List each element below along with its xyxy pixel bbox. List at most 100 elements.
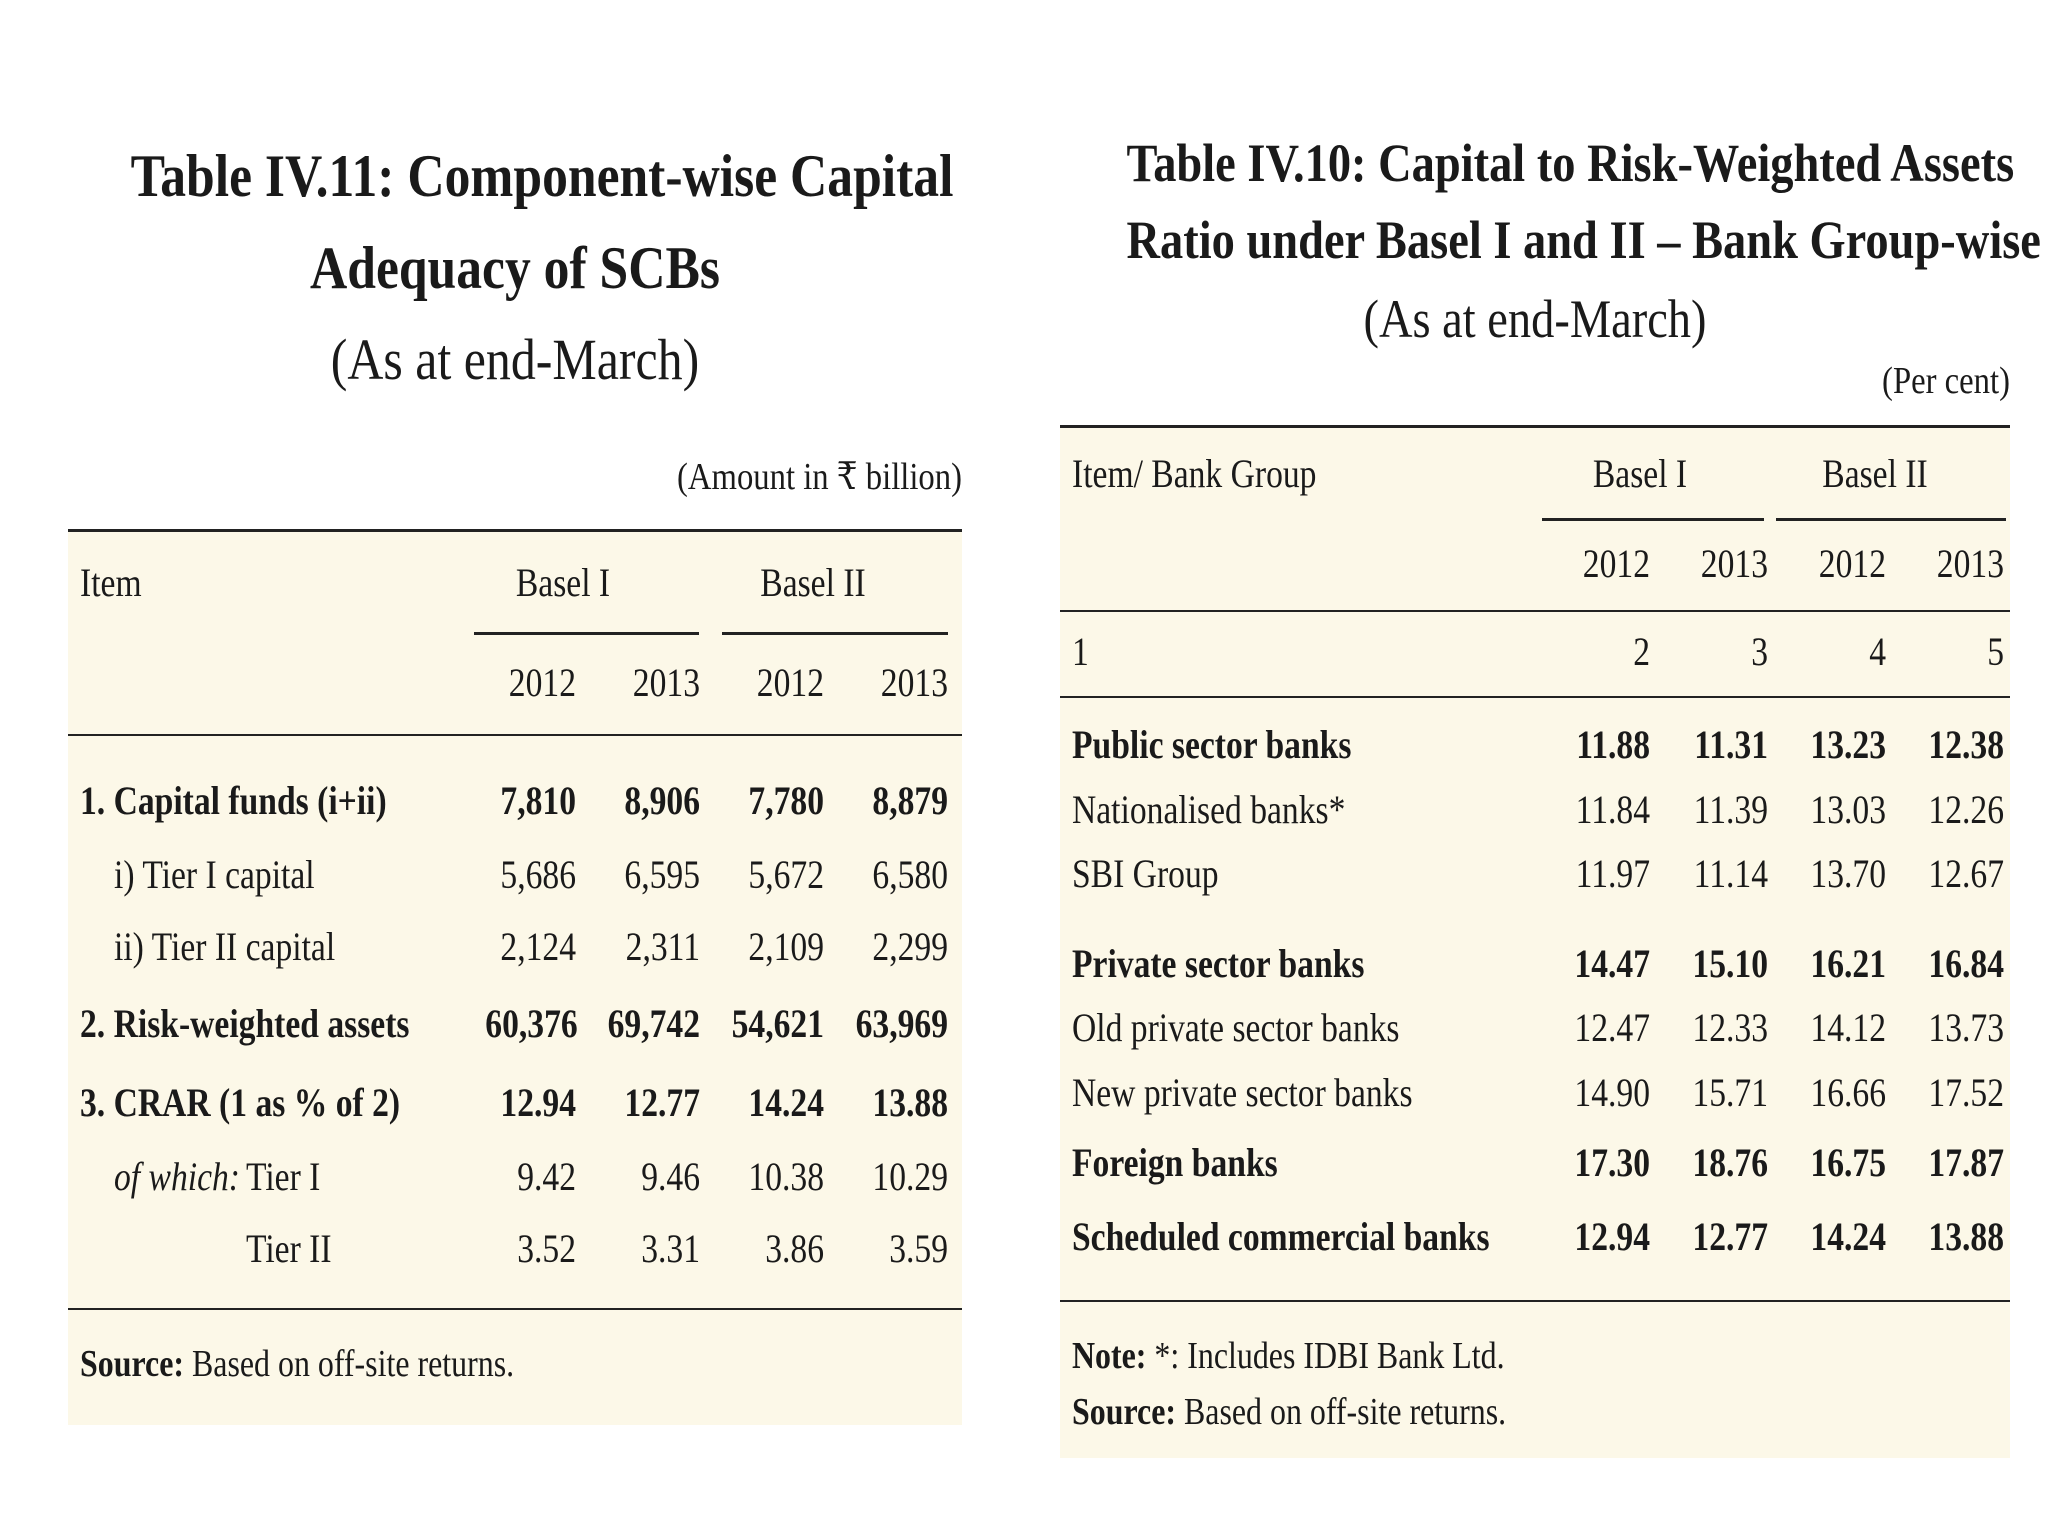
- row-label: Public sector banks: [1072, 721, 1352, 767]
- table-row: 1. Capital funds (i+ii) 7,810 8,906 7,78…: [68, 762, 962, 838]
- table-row: New private sector banks 14.90 15.71 16.…: [1060, 1059, 2010, 1125]
- cell: 2,124: [500, 923, 576, 969]
- right-year: 2012: [1582, 540, 1650, 586]
- table-row: Nationalised banks* 11.84 11.39 13.03 12…: [1060, 777, 2010, 841]
- cell: 11.39: [1693, 786, 1768, 832]
- cell: 8,906: [624, 777, 700, 823]
- left-years-row: 2012 2013 2012 2013: [68, 632, 962, 732]
- right-header-row: Item/ Bank Group Basel I Basel II: [1060, 428, 2010, 518]
- table-row: Scheduled commercial banks 12.94 12.77 1…: [1060, 1199, 2010, 1273]
- right-year: 2013: [1936, 540, 2004, 586]
- note-label: Note:: [1072, 1335, 1147, 1377]
- cell: 16.84: [1928, 940, 2004, 986]
- cell: 13.88: [1928, 1213, 2004, 1259]
- cell: 3.52: [517, 1225, 576, 1271]
- col-number: 4: [1869, 628, 1886, 674]
- left-bottom-rule: [68, 1308, 962, 1310]
- row-label: i) Tier I capital: [114, 851, 315, 897]
- right-source: Source: Based on off-site returns.: [1072, 1390, 1506, 1434]
- cell: 12.77: [1692, 1213, 1768, 1259]
- cell: 16.66: [1810, 1069, 1886, 1115]
- cell: 11.31: [1694, 721, 1768, 767]
- left-year: 2012: [508, 659, 576, 705]
- right-title-line2: Ratio under Basel I and II – Bank Group-…: [1126, 210, 2041, 270]
- right-year: 2013: [1700, 540, 1768, 586]
- col-number: 3: [1751, 628, 1768, 674]
- source-text: Based on off-site returns.: [192, 1343, 515, 1385]
- table-row: 3. CRAR (1 as % of 2) 12.94 12.77 14.24 …: [68, 1064, 962, 1140]
- right-basel1-rule: [1542, 518, 1764, 521]
- cell: 14.24: [748, 1079, 824, 1125]
- cell: 12.77: [624, 1079, 700, 1125]
- table-row: 2. Risk-weighted assets 60,376 69,742 54…: [68, 982, 962, 1064]
- right-colnum-row: 1 2 3 4 5: [1060, 608, 2010, 694]
- cell: 12.38: [1928, 721, 2004, 767]
- left-year: 2013: [880, 659, 948, 705]
- table-row: i) Tier I capital 5,686 6,595 5,672 6,58…: [68, 838, 962, 910]
- cell: 9.46: [641, 1153, 700, 1199]
- row-label: 2. Risk-weighted assets: [80, 1000, 410, 1046]
- cell: 11.97: [1575, 850, 1650, 896]
- right-header-rule: [1060, 610, 2010, 612]
- right-bottom-rule: [1060, 1300, 2010, 1302]
- cell: 9.42: [517, 1153, 576, 1199]
- cell: 12.47: [1574, 1004, 1650, 1050]
- source-label: Source:: [80, 1343, 185, 1385]
- cell: 11.88: [1576, 721, 1650, 767]
- cell: 18.76: [1692, 1139, 1768, 1185]
- cell: 3.59: [889, 1225, 948, 1271]
- left-basel1-rule: [474, 632, 699, 635]
- left-header-basel2: Basel II: [760, 559, 866, 605]
- col-number: 2: [1633, 628, 1650, 674]
- table-iv-10: Table IV.10: Capital to Risk-Weighted As…: [1060, 125, 2041, 1458]
- note-text: *: Includes IDBI Bank Ltd.: [1154, 1335, 1505, 1377]
- left-unit: (Amount in ₹ billion): [677, 456, 962, 498]
- left-header-row: Item Basel I Basel II: [68, 532, 962, 632]
- left-header-basel1: Basel I: [515, 559, 611, 605]
- row-label: Tier I: [246, 1153, 321, 1199]
- row-label: Foreign banks: [1072, 1139, 1278, 1185]
- cell: 5,672: [748, 851, 824, 897]
- table-row: of which: Tier I 9.42 9.46 10.38 10.29: [68, 1140, 962, 1212]
- left-source: Source: Based on off-site returns.: [80, 1342, 514, 1386]
- cell: 17.30: [1574, 1139, 1650, 1185]
- source-label: Source:: [1072, 1391, 1177, 1433]
- cell: 10.29: [872, 1153, 948, 1199]
- left-table-body: Item Basel I Basel II 2012 2013 2012 201…: [68, 529, 962, 1425]
- right-years-row: 2012 2013 2012 2013: [1060, 518, 2010, 608]
- cell: 13.70: [1810, 850, 1886, 896]
- cell: 14.24: [1810, 1213, 1886, 1259]
- cell: 12.94: [1574, 1213, 1650, 1259]
- table-row: SBI Group 11.97 11.14 13.70 12.67: [1060, 841, 2010, 905]
- row-label: New private sector banks: [1072, 1069, 1413, 1115]
- cell: 16.21: [1810, 940, 1886, 986]
- row-label: Old private sector banks: [1072, 1004, 1400, 1050]
- right-note: Note: *: Includes IDBI Bank Ltd.: [1072, 1334, 1505, 1378]
- cell: 12.94: [500, 1079, 576, 1125]
- cell: 3.86: [765, 1225, 824, 1271]
- cell: 5,686: [500, 851, 576, 897]
- left-header-rule: [68, 734, 962, 736]
- table-row: Public sector banks 11.88 11.31 13.23 12…: [1060, 711, 2010, 777]
- left-header-item: Item: [80, 559, 142, 605]
- cell: 17.87: [1928, 1139, 2004, 1185]
- table-row: ii) Tier II capital 2,124 2,311 2,109 2,…: [68, 910, 962, 982]
- right-year: 2012: [1818, 540, 1886, 586]
- row-label: Private sector banks: [1072, 940, 1365, 986]
- cell: 15.71: [1692, 1069, 1768, 1115]
- cell: 13.03: [1810, 786, 1886, 832]
- cell: 2,311: [625, 923, 700, 969]
- cell: 11.84: [1575, 786, 1650, 832]
- right-colnum-rule: [1060, 696, 2010, 698]
- cell: 13.88: [872, 1079, 948, 1125]
- left-year: 2012: [756, 659, 824, 705]
- right-basel2-rule: [1776, 518, 2006, 521]
- cell: 15.10: [1692, 940, 1768, 986]
- table-row: Foreign banks 17.30 18.76 16.75 17.87: [1060, 1125, 2010, 1199]
- left-title-line2: Adequacy of SCBs: [309, 235, 721, 301]
- right-header-item: Item/ Bank Group: [1072, 450, 1317, 496]
- left-subtitle: (As at end-March): [330, 327, 700, 392]
- cell: 17.52: [1928, 1069, 2004, 1115]
- col-number: 1: [1072, 628, 1089, 674]
- cell: 2,109: [748, 923, 824, 969]
